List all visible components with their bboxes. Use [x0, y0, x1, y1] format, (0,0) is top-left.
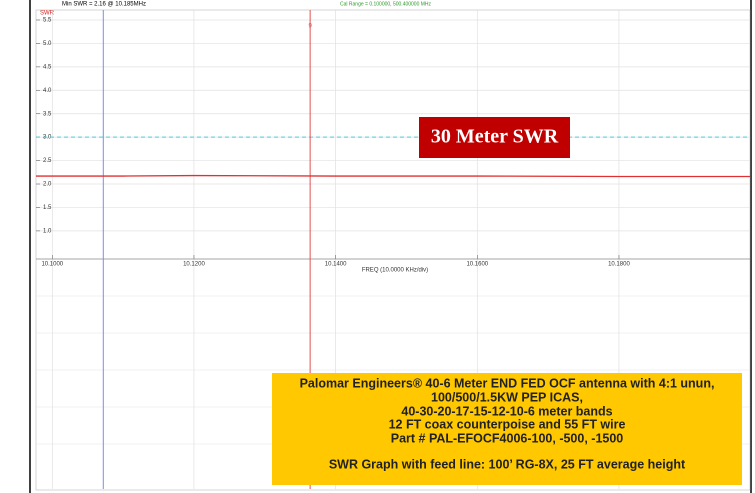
info-line: SWR Graph with feed line: 100’ RG-8X, 25…	[329, 457, 686, 471]
y-tick-label: 4.0	[43, 88, 52, 94]
y-tick-label: 2.5	[43, 158, 52, 164]
y-tick-label: 4.5	[43, 64, 52, 70]
x-tick-label: 10.1800	[608, 262, 630, 268]
y-tick-label: 3.5	[43, 111, 52, 117]
y-tick-label: 1.0	[43, 228, 52, 234]
y-axis-label: SWR	[40, 11, 55, 17]
x-tick-label: 10.1600	[466, 262, 488, 268]
marker-label: 9	[308, 24, 312, 30]
x-tick-label: 10.1200	[183, 262, 205, 268]
x-axis-label: FREQ (10.0000 KHz/div)	[362, 268, 428, 274]
info-line: 12 FT coax counterpoise and 55 FT wire	[389, 417, 626, 431]
series-line	[36, 174, 750, 178]
header-right: Cal Range = 0.100000, 500.400000 MHz	[340, 1, 432, 7]
y-tick-label: 3.0	[43, 135, 52, 141]
chart-title: 30 Meter SWR	[431, 126, 559, 148]
x-tick-label: 10.1400	[325, 262, 347, 268]
y-tick-label: 1.5	[43, 205, 52, 211]
y-tick-label: 5.0	[43, 41, 52, 47]
title-box	[419, 117, 570, 158]
x-tick-label: 10.1000	[41, 262, 63, 268]
info-line: Palomar Engineers® 40-6 Meter END FED OC…	[300, 376, 715, 390]
y-tick-label: 2.0	[43, 182, 52, 188]
header-left: Min SWR = 2.16 @ 10.185MHz	[62, 2, 146, 8]
y-tick-label: 5.5	[43, 18, 52, 24]
info-line: 40-30-20-17-15-12-10-6 meter bands	[401, 404, 612, 418]
info-line: Part # PAL-EFOCF4006-100, -500, -1500	[391, 431, 624, 445]
info-box	[272, 373, 742, 485]
info-line: 100/500/1.5KW PEP ICAS,	[431, 390, 583, 404]
